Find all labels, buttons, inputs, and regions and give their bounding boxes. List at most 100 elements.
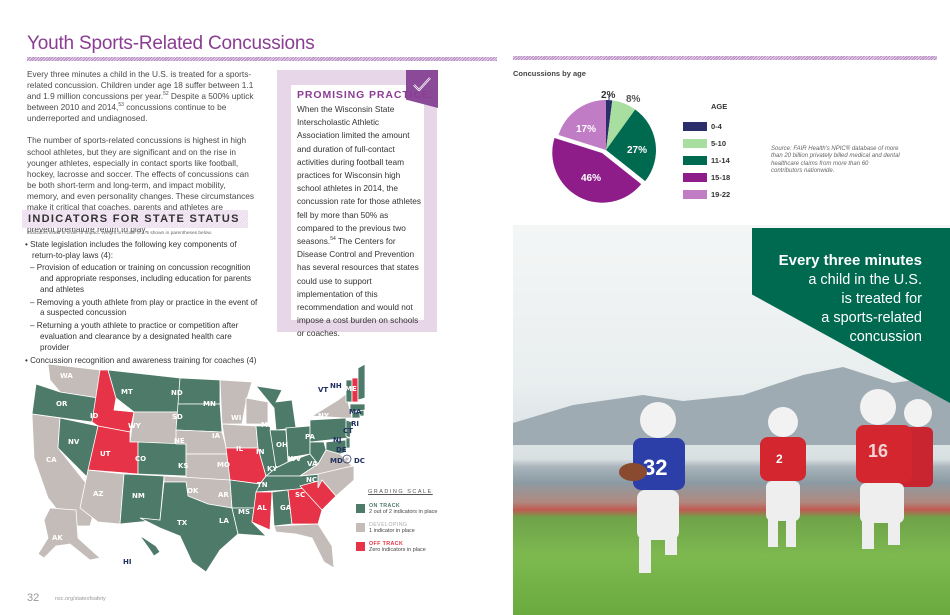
svg-text:MT: MT <box>121 388 133 396</box>
svg-text:CT: CT <box>343 427 353 435</box>
svg-text:46%: 46% <box>581 173 601 184</box>
svg-text:NE: NE <box>174 437 185 445</box>
state-MS <box>251 491 273 531</box>
svg-text:WV: WV <box>288 455 302 463</box>
svg-text:NC: NC <box>306 476 317 484</box>
indicator-subitem: – Provision of education or training on … <box>30 262 252 294</box>
slice-19-22 <box>558 100 606 150</box>
state-CT <box>351 411 361 419</box>
svg-text:FL: FL <box>300 540 310 548</box>
state-ME <box>357 363 366 401</box>
svg-text:UT: UT <box>100 450 111 458</box>
indicator-item: • State legislation includes the followi… <box>25 240 237 260</box>
svg-text:VT: VT <box>318 386 328 394</box>
legend-item: 5-10 <box>683 135 730 152</box>
svg-text:DE: DE <box>336 446 347 454</box>
player-32: 32 <box>619 402 685 573</box>
state-WV <box>309 441 327 465</box>
state-SD <box>175 403 223 433</box>
slice-0-4 <box>606 100 613 150</box>
state-AZ <box>79 469 125 525</box>
legend-item: 11-14 <box>683 152 730 169</box>
svg-text:MS: MS <box>238 508 250 516</box>
state-NC <box>317 465 355 497</box>
svg-text:RI: RI <box>351 420 359 428</box>
svg-text:SC: SC <box>295 491 305 499</box>
developing-swatch <box>356 523 365 532</box>
chart-title: Concussions by age <box>513 69 586 78</box>
player-2: 2 <box>760 407 806 547</box>
page-url[interactable]: nsc.org/stateofsafety <box>55 596 106 602</box>
svg-text:GA: GA <box>280 504 292 512</box>
player-16: 16 <box>856 389 933 549</box>
indicators-heading: INDICATORS FOR STATE STATUS <box>22 210 248 228</box>
age-legend: AGE 0-4 5-10 11-14 15-18 19-22 <box>683 102 730 203</box>
grading-scale-title: GRADING SCALE <box>368 489 433 495</box>
svg-text:ME: ME <box>345 385 357 393</box>
svg-text:OK: OK <box>187 487 199 495</box>
svg-text:AZ: AZ <box>93 490 104 498</box>
right-divider <box>513 56 937 60</box>
footnote-ref: 52 <box>163 91 169 98</box>
svg-text:CA: CA <box>46 456 57 464</box>
svg-text:MD: MD <box>330 457 343 465</box>
promising-practice-heading: PROMISING PRACTICE: <box>297 89 435 101</box>
svg-text:2%: 2% <box>601 90 616 101</box>
on-track-swatch <box>356 504 365 513</box>
indicators-list: • State legislation includes the followi… <box>25 240 260 368</box>
state-NY <box>310 393 353 419</box>
svg-text:AK: AK <box>52 534 63 542</box>
us-state-map: WA OR CA NV ID MT WY UT CO AZ NM ND SD N… <box>20 358 366 573</box>
footnote-ref: 54 <box>330 236 336 243</box>
slice-11-14 <box>606 109 656 182</box>
svg-text:NY: NY <box>318 412 330 420</box>
intro-paragraph-1: Every three minutes a child in the U.S. … <box>27 69 254 124</box>
svg-text:ID: ID <box>90 412 99 420</box>
svg-text:TX: TX <box>177 519 188 527</box>
state-MD <box>325 439 347 455</box>
state-WI <box>245 397 269 425</box>
svg-text:KY: KY <box>267 465 278 473</box>
page-title: Youth Sports-Related Concussions <box>27 33 315 54</box>
state-MT <box>107 369 181 413</box>
state-NH <box>351 377 359 403</box>
svg-text:TN: TN <box>257 481 268 489</box>
title-divider <box>27 57 497 61</box>
svg-text:WI: WI <box>231 414 241 422</box>
svg-text:LA: LA <box>219 517 229 525</box>
off-track-swatch <box>356 542 365 551</box>
legend-item: 15-18 <box>683 169 730 186</box>
legend-item: 0-4 <box>683 118 730 135</box>
state-OH <box>285 425 311 459</box>
svg-text:VA: VA <box>307 460 318 468</box>
state-LA <box>231 507 268 537</box>
slice-5-10 <box>606 100 636 150</box>
svg-text:HI: HI <box>123 558 131 566</box>
chart-source: Source: FAIR Health's NPIC® database of … <box>771 146 900 175</box>
svg-text:WA: WA <box>60 372 73 380</box>
svg-text:OR: OR <box>56 400 68 408</box>
svg-text:AL: AL <box>257 504 267 512</box>
svg-text:32: 32 <box>643 455 667 480</box>
state-MN <box>219 379 253 425</box>
state-DC-marker <box>342 454 352 464</box>
svg-text:NM: NM <box>132 492 145 500</box>
svg-text:NJ: NJ <box>333 436 341 444</box>
state-MI <box>255 385 297 431</box>
page-number: 32 <box>27 592 40 604</box>
indicator-subitem: – Removing a youth athlete from play or … <box>30 297 258 318</box>
svg-text:SD: SD <box>172 413 183 421</box>
indicator-subitem: – Returning a youth athlete to practice … <box>30 321 239 353</box>
promising-practice-panel <box>291 85 424 320</box>
svg-text:MO: MO <box>217 461 230 469</box>
svg-text:AR: AR <box>218 491 229 499</box>
svg-text:IL: IL <box>236 445 244 453</box>
indicators-note: Indicators listed in order of impact. We… <box>27 231 212 236</box>
state-TX <box>139 481 239 573</box>
state-DE <box>345 437 351 449</box>
svg-text:MN: MN <box>203 400 216 408</box>
mountains <box>513 367 950 445</box>
grading-scale-item: DEVELOPING 1 indicator in place <box>356 522 438 534</box>
svg-text:27%: 27% <box>627 145 647 156</box>
pie-chart: 2% 8% 27% 46% 17% <box>552 90 656 203</box>
